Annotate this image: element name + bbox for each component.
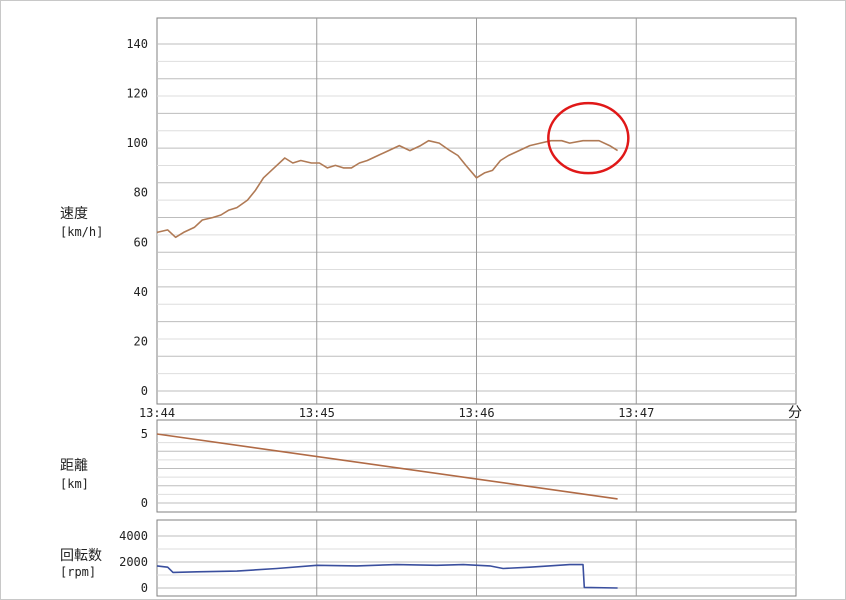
distance-ylabel: 距離 (60, 457, 88, 474)
time-tick-label: 13:45 (299, 406, 335, 420)
speed-y-tick-label: 140 (126, 37, 148, 51)
rpm-ylabel: 回転数 (60, 548, 102, 564)
distance-y-ticks: 05 (141, 427, 148, 510)
distance-y-tick-label: 5 (141, 427, 148, 441)
distance-panel: 05 距離 [km] (60, 419, 797, 513)
speed-y-tick-label: 120 (126, 87, 148, 101)
distance-series-line (156, 433, 618, 500)
time-axis: 13:44 13:45 13:46 13:47 (139, 406, 654, 420)
rpm-series-line (156, 563, 618, 589)
speed-y-tick-label: 80 (134, 186, 148, 200)
rpm-panel: 0 2000 4000 回転数 [rpm] (60, 519, 797, 597)
highlight-circle (547, 101, 630, 175)
rpm-series (156, 563, 618, 589)
rpm-y-tick-label: 2000 (119, 555, 148, 569)
speed-grid (156, 17, 797, 405)
rpm-y-tick-label: 0 (141, 581, 148, 595)
distance-y-tick-label: 0 (141, 496, 148, 510)
time-axis-unit: 分 (788, 405, 802, 421)
rpm-y-ticks: 0 2000 4000 (119, 529, 148, 595)
time-tick-label: 13:44 (139, 406, 175, 420)
rpm-y-tick-label: 4000 (119, 529, 148, 543)
rpm-ylabel-unit: [rpm] (60, 565, 96, 579)
speed-series (156, 139, 619, 239)
speed-y-tick-label: 20 (134, 334, 148, 348)
speed-y-tick-label: 40 (134, 285, 148, 299)
speed-series-line (156, 139, 619, 239)
speed-ylabel-unit: [km/h] (60, 225, 103, 239)
speed-y-tick-label: 100 (126, 136, 148, 150)
distance-grid (156, 419, 797, 513)
speed-y-tick-label: 0 (141, 384, 148, 398)
distance-series (156, 433, 618, 500)
time-tick-label: 13:46 (458, 406, 494, 420)
speed-ylabel: 速度 (60, 206, 88, 222)
distance-ylabel-unit: [km] (60, 477, 89, 491)
speed-panel: 0 20 40 60 80 100 120 140 速度 [km/h] (60, 17, 797, 405)
time-tick-label: 13:47 (618, 406, 654, 420)
speed-y-ticks: 0 20 40 60 80 100 120 140 (126, 37, 148, 398)
speed-y-tick-label: 60 (134, 235, 148, 249)
rpm-grid (156, 519, 797, 597)
